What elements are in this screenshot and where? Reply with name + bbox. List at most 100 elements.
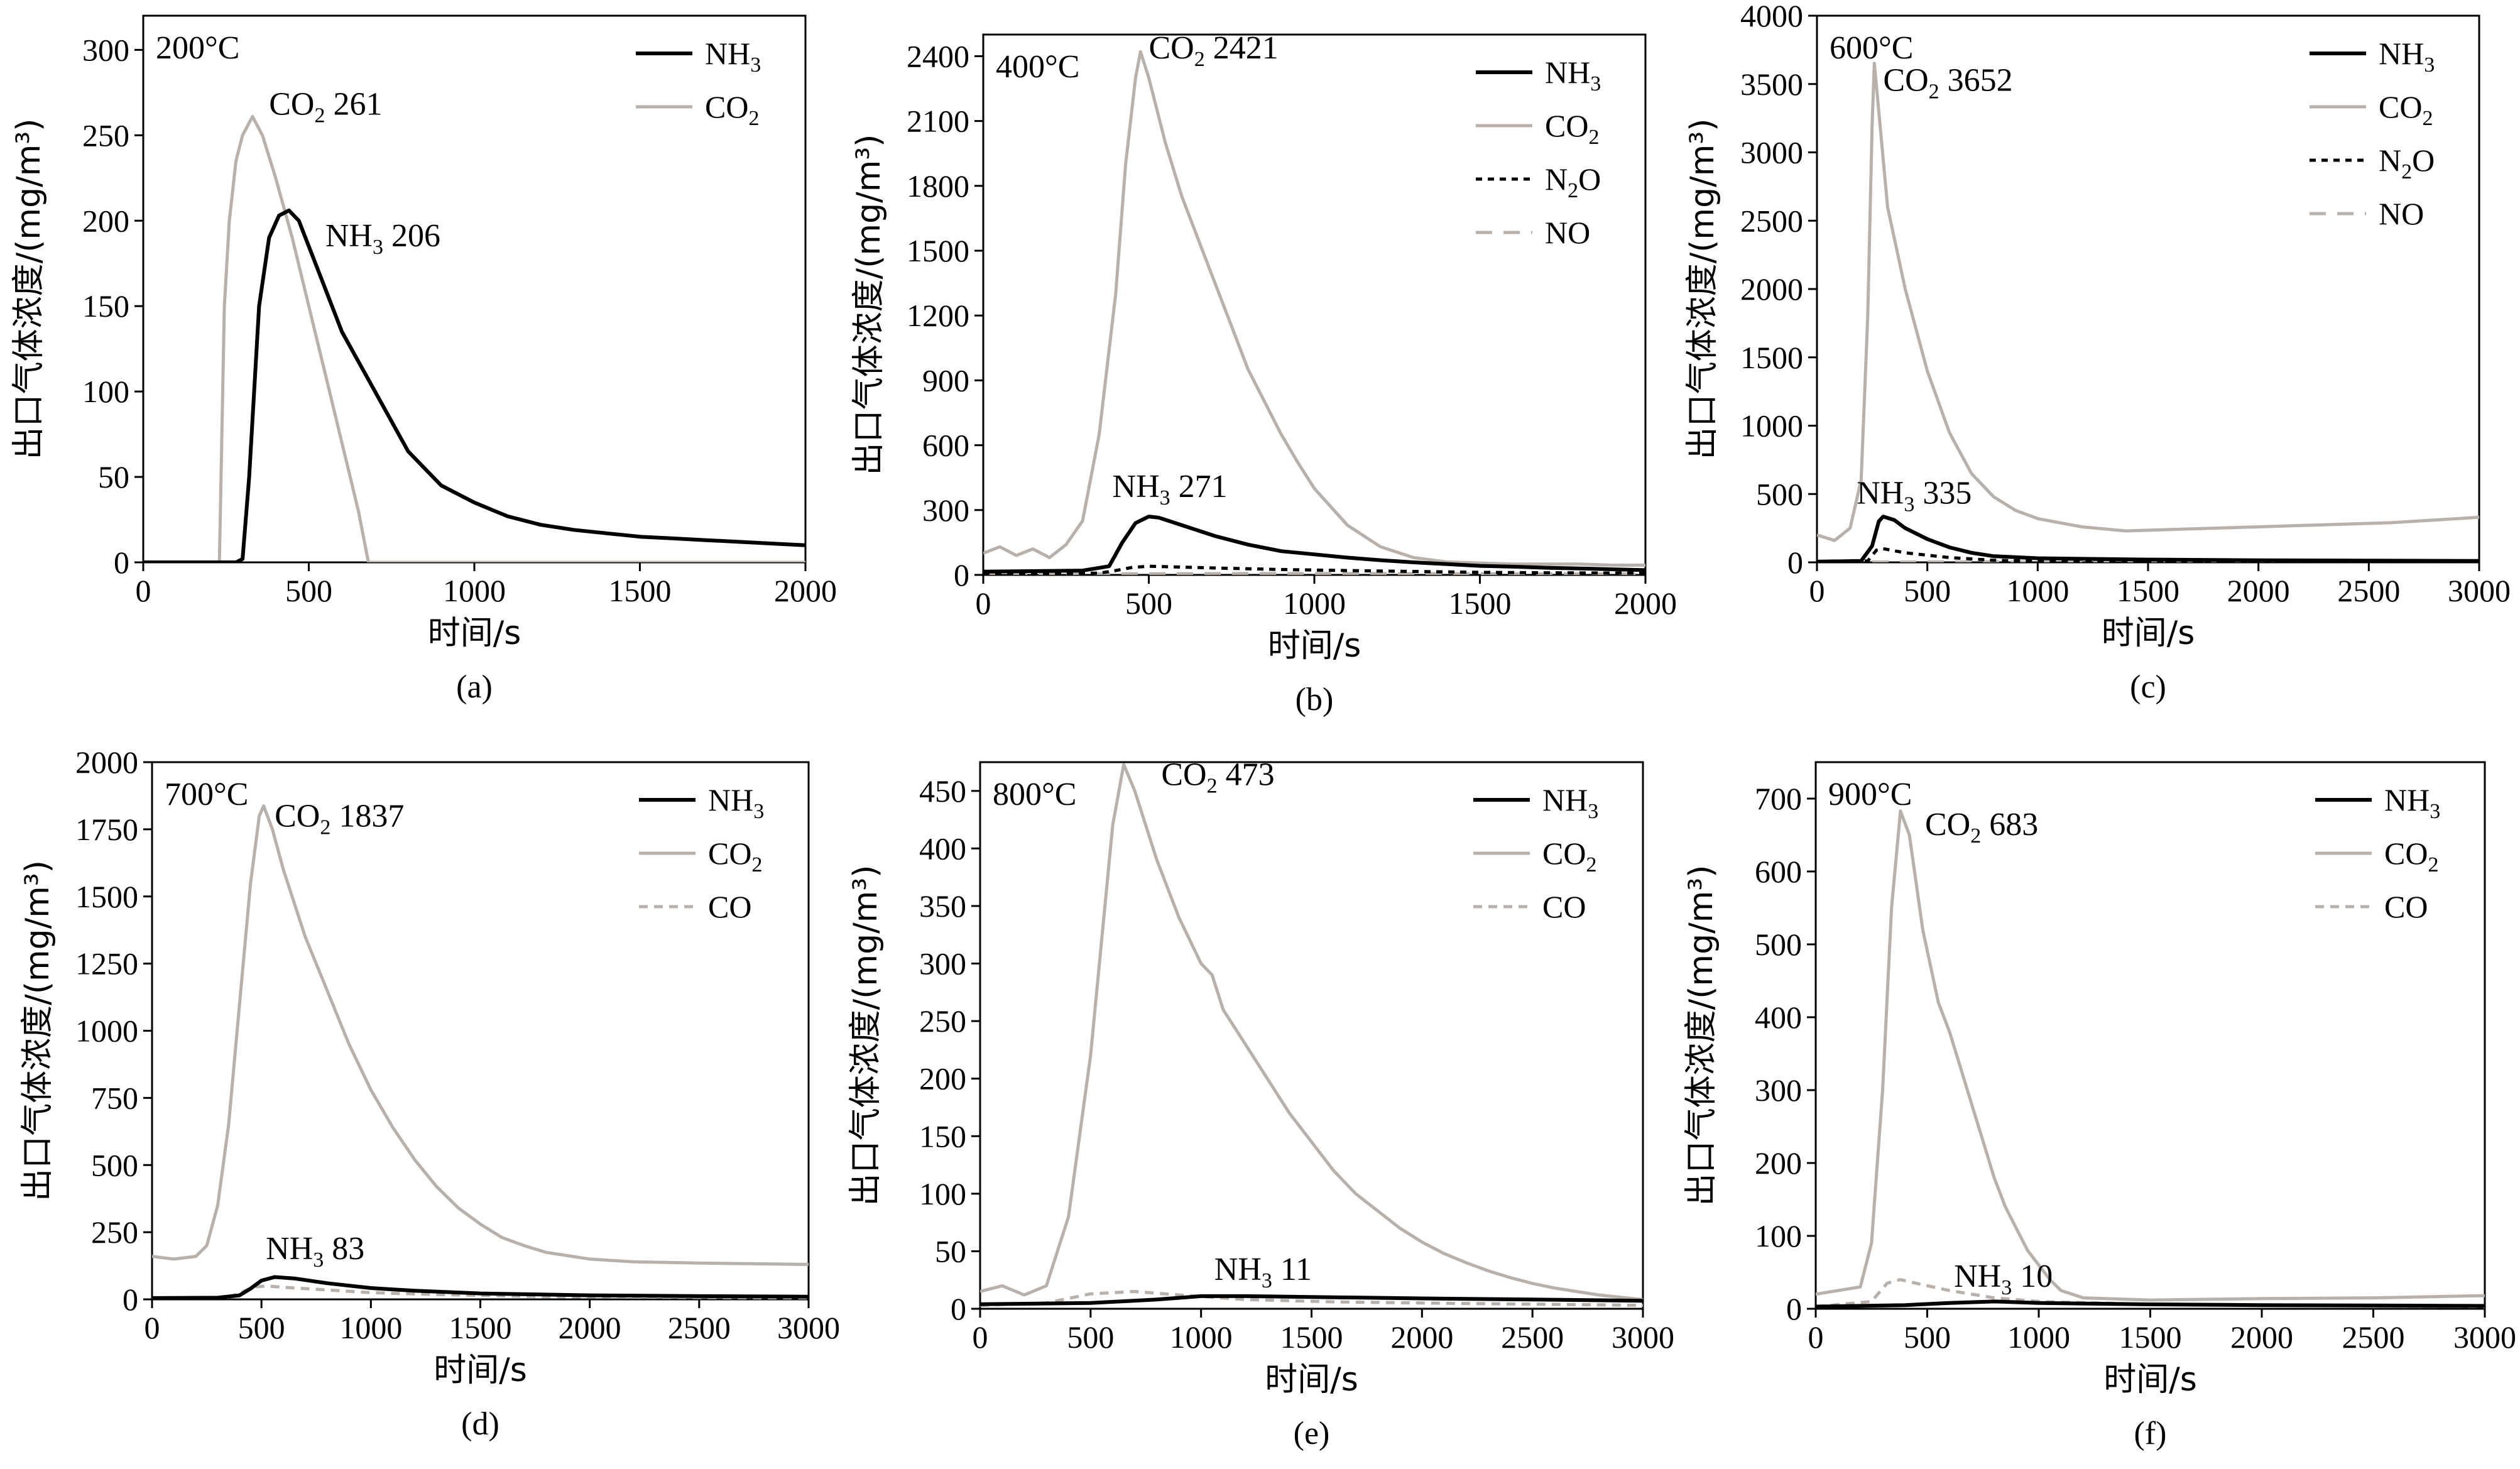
panel-label: (d): [461, 1406, 499, 1442]
series-nh3-line: [143, 208, 805, 562]
x-tick-label: 2000: [774, 573, 837, 608]
x-tick-label: 1000: [1170, 1319, 1233, 1355]
y-tick-label: 250: [919, 1003, 966, 1039]
y-tick-label: 1500: [75, 879, 138, 914]
legend-label: CO2: [708, 836, 762, 876]
x-tick-label: 500: [1067, 1319, 1114, 1355]
peak-annotation: NH3 83: [266, 1231, 364, 1272]
chart-panel-f: 0 500 1000 1500 2000 2500 3000 0 100 200 300 400 500…: [1683, 761, 2516, 1451]
x-tick-label: 2000: [2227, 573, 2290, 608]
y-tick-label: 1800: [907, 168, 969, 204]
peak-annotation: NH3 206: [325, 218, 440, 259]
chart-panel-a: 0 500 1000 1500 2000 0 50 100 150 200 250 300 时间/s (a…: [10, 14, 837, 705]
y-tick-label: 0: [123, 1282, 138, 1317]
x-tick-label: 500: [1125, 586, 1172, 621]
y-tick-label: 200: [919, 1061, 966, 1096]
x-axis-label: 时间/s: [434, 1352, 527, 1389]
y-tick-label: 500: [1755, 927, 1802, 962]
legend-label: CO2: [2384, 836, 2438, 876]
series-nh3-line: [983, 515, 1645, 574]
x-tick-label: 500: [285, 573, 332, 608]
x-tick-label: 0: [976, 586, 991, 621]
x-tick-label: 2000: [1390, 1319, 1453, 1355]
legend-label: CO2: [705, 89, 759, 130]
y-tick-label: 3500: [1740, 67, 1803, 102]
y-tick-label: 150: [919, 1118, 966, 1154]
y-tick-label: 0: [951, 1291, 966, 1326]
x-tick-label: 3000: [2453, 1319, 2516, 1355]
y-axis-label: 出口气体浓度/(mg/m³): [1684, 119, 1721, 460]
temperature-label: 800°C: [993, 777, 1076, 812]
x-tick-label: 1500: [2117, 573, 2179, 608]
legend-label: NH3: [1545, 55, 1601, 96]
x-axis-label: 时间/s: [1268, 627, 1361, 665]
y-tick-label: 1250: [75, 946, 138, 981]
x-tick-label: 0: [136, 573, 151, 608]
x-tick-label: 2000: [1614, 586, 1677, 621]
x-tick-label: 2500: [668, 1310, 731, 1345]
y-tick-label: 900: [922, 363, 969, 398]
legend-label: NH3: [1542, 782, 1598, 823]
y-tick-label: 100: [919, 1176, 966, 1211]
series-nh3-line: [152, 1275, 809, 1299]
y-tick-label: 4000: [1740, 0, 1803, 33]
y-tick-label: 1500: [1740, 340, 1803, 375]
x-tick-label: 0: [973, 1319, 988, 1355]
y-tick-label: 1000: [75, 1013, 138, 1049]
series-co2-line: [983, 50, 1645, 567]
x-axis-label: 时间/s: [2103, 1361, 2197, 1399]
y-tick-label: 0: [1786, 1291, 1802, 1326]
legend-label: NH3: [2384, 782, 2440, 823]
y-axis-label: 出口气体浓度/(mg/m³): [10, 119, 48, 460]
y-tick-label: 500: [1756, 476, 1803, 511]
x-tick-label: 2500: [2337, 573, 2400, 608]
legend-label: CO2: [1545, 108, 1599, 149]
legend-label: N2O: [1545, 161, 1601, 202]
peak-annotation: CO2 3652: [1883, 63, 2012, 104]
x-tick-label: 1000: [2006, 573, 2069, 608]
y-tick-label: 2000: [1740, 271, 1803, 307]
series-co2-line: [143, 114, 805, 562]
legend-label: NO: [2379, 196, 2424, 231]
y-tick-label: 300: [82, 32, 129, 67]
temperature-label: 600°C: [1830, 30, 1913, 66]
y-tick-label: 250: [91, 1215, 138, 1250]
y-tick-label: 100: [1755, 1218, 1802, 1253]
x-tick-label: 500: [238, 1310, 285, 1345]
y-tick-label: 250: [82, 117, 129, 153]
series-co2-line: [1816, 809, 2485, 1302]
y-tick-label: 200: [82, 203, 129, 238]
y-tick-label: 350: [919, 888, 966, 924]
x-tick-label: 1500: [1280, 1319, 1343, 1355]
panel-label: (e): [1294, 1416, 1330, 1451]
x-tick-label: 2500: [1501, 1319, 1564, 1355]
x-tick-label: 1000: [443, 573, 506, 608]
y-tick-label: 750: [91, 1080, 138, 1115]
x-tick-label: 2000: [2230, 1319, 2293, 1355]
y-tick-label: 2000: [75, 745, 138, 780]
legend-label: CO: [708, 889, 751, 924]
y-tick-label: 1750: [75, 812, 138, 847]
y-tick-label: 50: [98, 459, 129, 494]
legend-label: N2O: [2379, 143, 2435, 183]
panel-label: (f): [2134, 1416, 2167, 1451]
y-tick-label: 400: [919, 831, 966, 866]
y-tick-label: 600: [922, 428, 969, 463]
x-axis-label: 时间/s: [2102, 614, 2195, 652]
temperature-label: 700°C: [165, 777, 248, 812]
peak-annotation: NH3 10: [1954, 1259, 2053, 1299]
panel-label: (c): [2130, 669, 2166, 705]
y-tick-label: 1200: [907, 298, 969, 333]
y-tick-label: 50: [935, 1233, 966, 1269]
series-co2-line: [980, 763, 1643, 1301]
x-tick-label: 3000: [2448, 573, 2511, 608]
x-tick-label: 1000: [2007, 1319, 2070, 1355]
chart-panel-e: 0 500 1000 1500 2000 2500 3000 0 50 100 150 200 250 3…: [847, 757, 1674, 1451]
chart-panel-c: 0 500 1000 1500 2000 2500 3000 0 500 1000 1500 2000…: [1684, 0, 2511, 705]
peak-annotation: CO2 683: [1925, 807, 2038, 848]
chart-panel-b: 0 500 1000 1500 2000 0 300 600 900 1200 1500 1800 21…: [850, 30, 1677, 718]
series-co-line: [152, 1284, 809, 1299]
y-tick-label: 2400: [907, 38, 969, 74]
legend-label: CO2: [1542, 836, 1596, 876]
y-tick-label: 400: [1755, 1000, 1802, 1035]
